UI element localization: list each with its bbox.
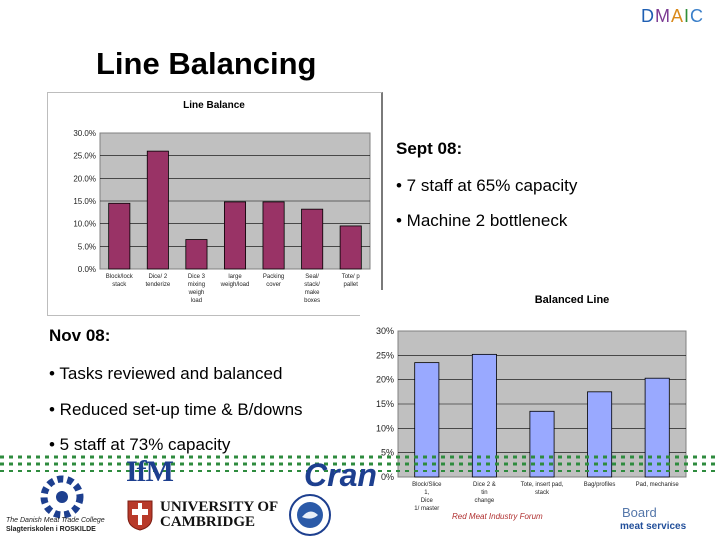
x-category-label: cover	[266, 282, 281, 288]
bar	[108, 202, 131, 270]
cambridge-line-1: UNIVERSITY OF	[160, 499, 279, 515]
x-category-label: Dice/ 2	[149, 274, 168, 280]
sept-bullet-2: • Machine 2 bottleneck	[396, 211, 568, 230]
slide-title: Line Balancing	[96, 46, 317, 81]
sept-bullet-1: • 7 staff at 65% capacity	[396, 176, 578, 195]
bar	[223, 201, 247, 270]
x-category-label: Pad, mechanise	[636, 482, 680, 488]
x-category-label: stack	[535, 490, 550, 496]
bar	[587, 391, 613, 478]
cranfield-logo: Cran	[304, 457, 377, 493]
y-tick-label: 0.0%	[78, 265, 96, 274]
dmaic-letter-d: D	[640, 6, 655, 26]
balanced-line-chart-svg: Balanced Line 30% 25% 20% 15% 10% 5% 0% Block/Sl…	[376, 294, 687, 512]
x-category-label: pallet	[344, 282, 359, 288]
x-category-label: Packing	[263, 274, 284, 280]
dmaic-letter-a: A	[670, 6, 684, 26]
y-tick-label: 5.0%	[78, 242, 96, 251]
x-category-label: Dice 3	[188, 274, 206, 280]
bar	[301, 208, 324, 270]
line-balance-chart-svg: Line Balance 30.0% 25.0% 20.0% 15.0% 10.0% 5.0…	[73, 100, 371, 304]
x-category-label: 1,	[424, 490, 429, 496]
x-category-label: Block/Slice	[412, 482, 442, 488]
x-category-label: stack/	[304, 282, 320, 288]
nov-heading: Nov 08:	[49, 326, 111, 345]
x-category-label: Dice 2 &	[473, 482, 496, 488]
x-category-label: 1/ master	[414, 506, 439, 510]
bar	[644, 377, 670, 478]
bar	[339, 225, 362, 270]
x-category-label: weigh	[188, 290, 205, 296]
x-category-label: load	[191, 298, 202, 304]
x-category-label: large	[228, 274, 242, 280]
x-category-label: Block/lock	[106, 274, 134, 280]
sponsor-logos: The Danish Meat Trade College Slagterisk…	[0, 455, 720, 540]
bar	[529, 410, 555, 478]
dmaic-letter-m: M	[654, 6, 671, 26]
x-category-label: tin	[481, 490, 487, 496]
x-category-label: Tote/ p	[342, 274, 361, 280]
y-tick-label: 15.0%	[73, 197, 96, 206]
nov-bullet-3: • 5 staff at 73% capacity	[49, 435, 231, 454]
danish-college-subname: Slagteriskolen i ROSKILDE	[6, 526, 96, 533]
y-tick-label: 20%	[376, 375, 394, 385]
x-category-label: make	[305, 290, 320, 296]
meat-services-logo: meat services	[620, 521, 687, 532]
bar	[146, 150, 169, 270]
x-category-label: change	[475, 498, 495, 504]
rmif-logo: Red Meat Industry Forum	[452, 512, 543, 521]
y-tick-label: 30.0%	[73, 129, 96, 138]
nov-bullet-2: • Reduced set-up time & B/downs	[49, 400, 303, 419]
x-category-label: boxes	[304, 298, 320, 304]
chart-title: Line Balance	[183, 100, 245, 111]
x-category-label: tenderize	[146, 282, 171, 288]
cambridge-shield-icon	[127, 500, 153, 531]
x-category-label: Dice	[421, 498, 434, 504]
danish-college-name: The Danish Meat Trade College	[6, 517, 105, 524]
y-tick-label: 0%	[381, 472, 394, 482]
dmaic-letter-i: I	[683, 6, 690, 26]
y-tick-label: 5%	[381, 448, 394, 458]
ifm-logo: IfM	[126, 455, 174, 488]
y-tick-label: 30%	[376, 326, 394, 336]
x-category-label: Bag/profiles	[584, 482, 616, 488]
x-category-label: Seal/	[305, 274, 319, 280]
dmaic-letter-c: C	[690, 6, 704, 26]
y-tick-label: 10%	[376, 423, 394, 433]
y-tick-label: 25.0%	[73, 152, 96, 161]
x-category-label: mixing	[188, 282, 205, 288]
dmaic-header: DMAIC	[641, 6, 704, 27]
bar	[262, 201, 285, 270]
y-tick-label: 20.0%	[73, 174, 96, 183]
y-tick-label: 10.0%	[73, 220, 96, 229]
cambridge-line-2: CAMBRIDGE	[160, 514, 256, 530]
y-tick-label: 15%	[376, 399, 394, 409]
decorative-dotted-lines	[0, 455, 720, 472]
line-balance-chart: Line Balance 30.0% 25.0% 20.0% 15.0% 10.0% 5.0…	[47, 92, 383, 316]
sept-heading: Sept 08:	[396, 139, 463, 158]
nov-bullet-1: • Tasks reviewed and balanced	[49, 364, 283, 383]
seal-logo-icon	[289, 494, 331, 536]
bar	[471, 353, 497, 478]
balanced-line-chart: Balanced Line 30% 25% 20% 15% 10% 5% 0% Block/Sl…	[360, 290, 706, 512]
x-category-label: Tote, insert pad,	[521, 482, 564, 488]
chart-title: Balanced Line	[535, 294, 610, 306]
danish-college-logo-icon	[40, 475, 84, 519]
x-category-label: stack	[112, 282, 127, 288]
board-logo: Board	[622, 505, 657, 520]
x-category-label: weigh/load	[220, 282, 250, 288]
y-tick-label: 25%	[376, 350, 394, 360]
bar	[185, 239, 208, 270]
